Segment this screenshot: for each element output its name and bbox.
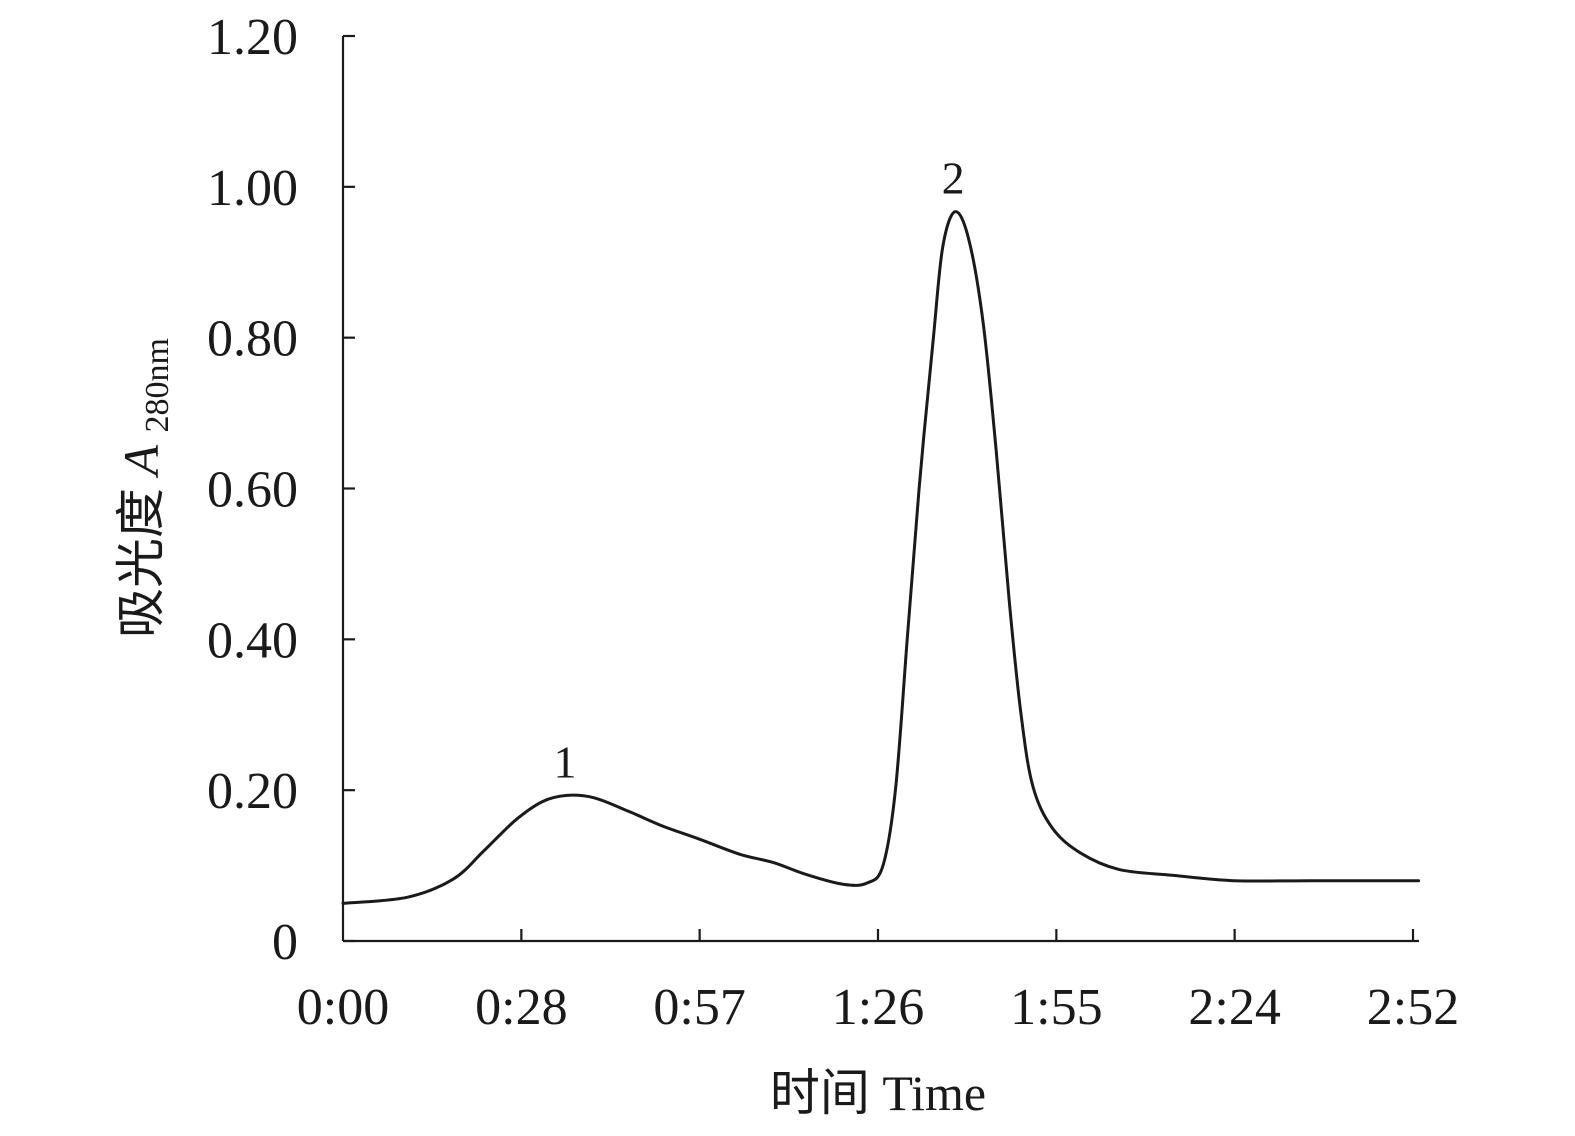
x-ticks: 0:00 0:28 0:57 1:26 1:55 2:24 2:52	[297, 929, 1459, 1036]
y-tick-label: 0.80	[207, 311, 298, 368]
x-tick-label: 2:24	[1188, 979, 1280, 1036]
y-ticks: 0 0.20 0.40 0.60 0.80 1.00 1.20	[207, 9, 355, 971]
peak-label: 2	[942, 153, 965, 204]
x-tick-label: 0:28	[475, 979, 567, 1036]
x-tick-label: 1:26	[832, 979, 924, 1036]
y-axis-title-symbol: A	[113, 445, 169, 479]
x-tick-label: 0:00	[297, 979, 389, 1036]
y-axis-title: 吸光度 A 280nm	[113, 338, 176, 638]
y-tick-label: 0	[272, 914, 298, 971]
x-axis-title: 时间 Time	[770, 1065, 986, 1121]
x-tick-label: 1:55	[1010, 979, 1102, 1036]
y-axis-title-prefix: 吸光度	[113, 476, 169, 639]
peak-label: 1	[553, 736, 576, 787]
y-axis-title-subscript: 280nm	[139, 338, 176, 432]
peak-annotations: 12	[553, 153, 964, 788]
y-tick-label: 0.20	[207, 763, 298, 820]
x-tick-label: 0:57	[653, 979, 745, 1036]
series-line	[341, 210, 1421, 905]
series-group	[341, 210, 1421, 905]
y-tick-label: 1.20	[207, 9, 298, 66]
y-tick-label: 1.00	[207, 160, 298, 217]
y-tick-label: 0.40	[207, 612, 298, 669]
y-tick-label: 0.60	[207, 462, 298, 519]
axes	[341, 36, 1419, 943]
x-tick-label: 2:52	[1367, 979, 1459, 1036]
